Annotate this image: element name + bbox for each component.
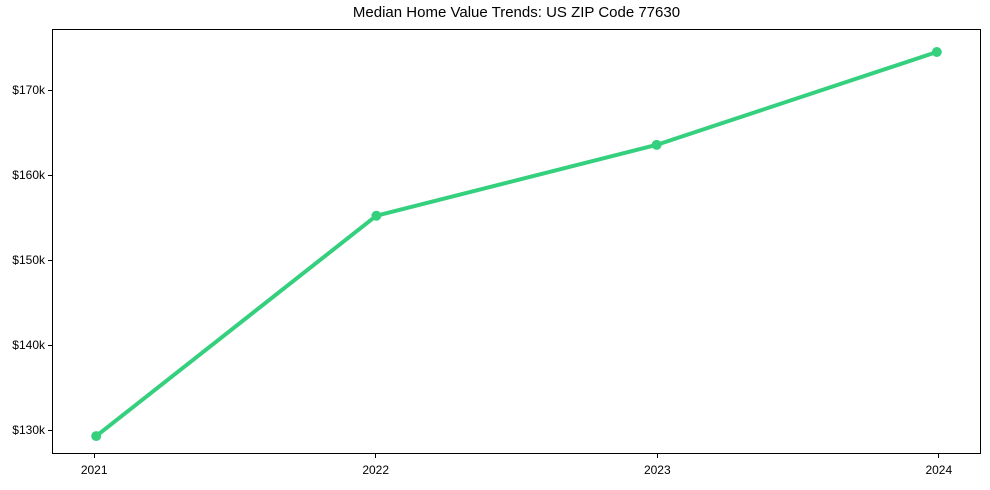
data-point-2022 [371,210,382,221]
y-tick-mark [48,260,52,262]
line-series-svg [91,47,942,442]
data-point-2021 [91,431,102,442]
data-point-2023 [651,139,662,150]
x-tick-label: 2023 [643,463,671,477]
y-tick-label: $160k [12,168,45,183]
x-tick-mark [938,454,940,458]
y-tick-mark [48,429,52,431]
x-tick-mark [375,454,377,458]
trend-line [94,50,939,439]
y-tick-label: $150k [12,253,45,268]
y-tick-mark [48,90,52,92]
y-tick-label: $140k [12,337,45,352]
x-tick-label: 2022 [362,463,390,477]
x-tick-label: 2024 [925,463,953,477]
x-tick-label: 2021 [80,463,108,477]
y-tick-mark [48,175,52,177]
x-tick-mark [656,454,658,458]
data-point-2024 [931,47,942,57]
x-tick-mark [93,454,95,458]
y-tick-mark [48,344,52,346]
y-tick-label: $130k [12,422,45,437]
data-point-markers [91,47,942,442]
plot-area [52,29,981,454]
chart-title: Median Home Value Trends: US ZIP Code 77… [352,4,681,21]
y-tick-label: $170k [12,83,45,98]
